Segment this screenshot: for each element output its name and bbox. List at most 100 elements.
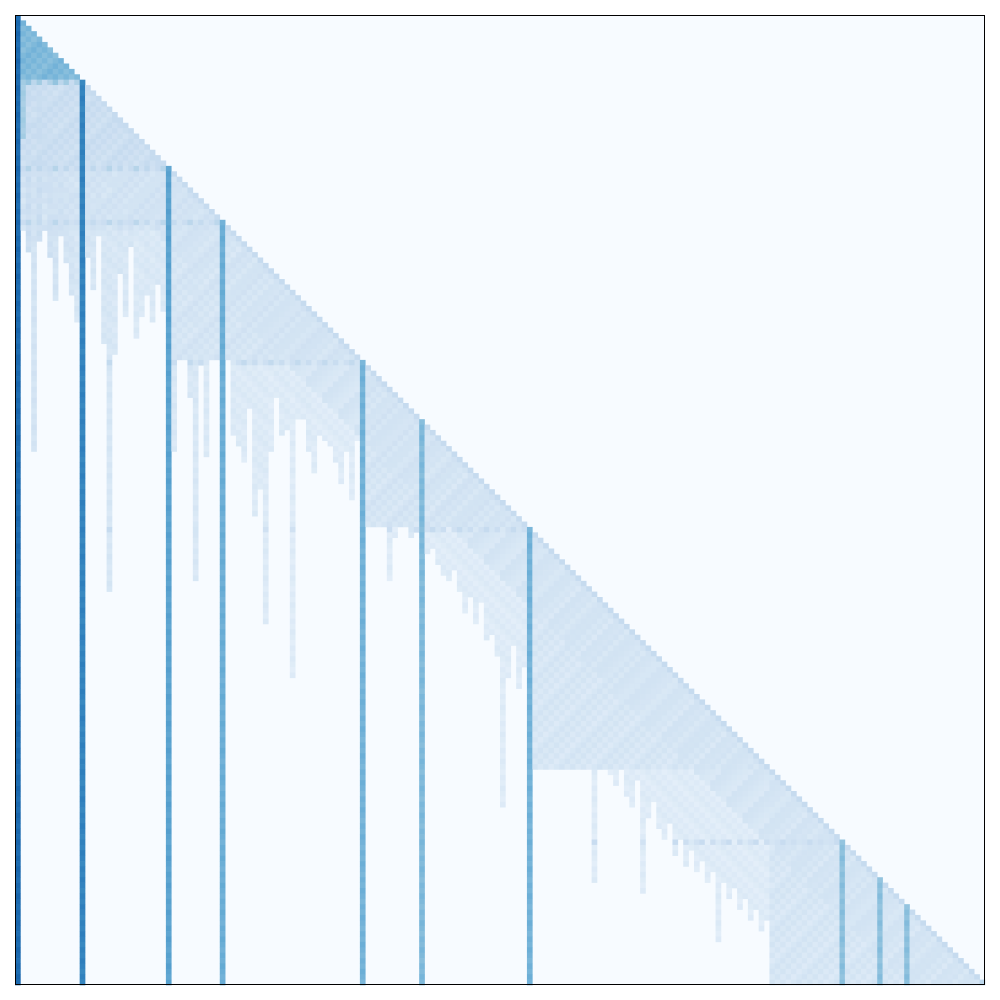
- heatmap-cell: [591, 688, 598, 695]
- heatmap-cell: [295, 322, 301, 328]
- heatmap-cell: [90, 95, 97, 102]
- heatmap-cell: [15, 58, 21, 64]
- heatmap-cell: [36, 41, 43, 48]
- heatmap-cell: [650, 699, 657, 706]
- heatmap-cell: [79, 634, 86, 641]
- heatmap-cell: [758, 801, 765, 808]
- heatmap-cell: [47, 235, 54, 242]
- heatmap-cell: [15, 774, 21, 781]
- heatmap-cell: [47, 192, 54, 199]
- heatmap-cell: [338, 473, 345, 479]
- heatmap-cell: [629, 656, 636, 662]
- heatmap-cell: [667, 731, 673, 738]
- heatmap-cell: [284, 381, 291, 388]
- heatmap-cell: [758, 796, 765, 803]
- heatmap-cell: [618, 618, 625, 625]
- heatmap-cell: [262, 419, 269, 425]
- heatmap-cell: [683, 720, 689, 727]
- heatmap-cell: [25, 155, 32, 161]
- heatmap-cell: [532, 726, 539, 733]
- heatmap-cell: [192, 408, 199, 415]
- heatmap-cell: [235, 300, 242, 307]
- heatmap-cell: [15, 241, 21, 248]
- heatmap-cell: [419, 591, 425, 598]
- heatmap-cell: [171, 192, 177, 199]
- heatmap-cell: [15, 429, 21, 436]
- heatmap-cell: [117, 160, 124, 167]
- heatmap-cell: [704, 764, 711, 770]
- heatmap-cell: [257, 262, 264, 269]
- heatmap-cell: [257, 322, 264, 328]
- heatmap-cell: [543, 720, 549, 727]
- heatmap-cell: [165, 613, 172, 619]
- heatmap-cell: [327, 354, 334, 361]
- heatmap-cell: [483, 591, 490, 598]
- heatmap-cell: [381, 462, 388, 468]
- heatmap-cell: [332, 397, 339, 404]
- heatmap-cell: [52, 63, 59, 70]
- heatmap-cell: [15, 144, 21, 151]
- heatmap-cell: [607, 650, 614, 657]
- heatmap-cell: [575, 726, 582, 733]
- heatmap-cell: [510, 623, 517, 630]
- heatmap-cell: [359, 677, 366, 684]
- heatmap-cell: [699, 731, 706, 738]
- heatmap-cell: [295, 332, 301, 339]
- heatmap-cell: [419, 623, 425, 630]
- heatmap-cell: [187, 246, 194, 253]
- heatmap-cell: [219, 667, 226, 673]
- heatmap-cell: [52, 112, 59, 118]
- heatmap-cell: [257, 435, 264, 442]
- heatmap-cell: [300, 354, 307, 361]
- heatmap-cell: [586, 737, 592, 743]
- heatmap-cell: [79, 807, 86, 813]
- heatmap-cell: [634, 650, 641, 657]
- heatmap-cell: [289, 419, 296, 425]
- heatmap-cell: [553, 586, 560, 592]
- heatmap-cell: [365, 424, 371, 431]
- heatmap-cell: [537, 597, 544, 603]
- heatmap-cell: [289, 327, 296, 334]
- heatmap-cell: [241, 376, 248, 382]
- heatmap-cell: [203, 289, 210, 296]
- heatmap-cell: [720, 753, 727, 759]
- heatmap-cell: [68, 133, 75, 140]
- heatmap-cell: [349, 370, 355, 377]
- heatmap-cell: [192, 456, 199, 463]
- heatmap-cell: [31, 149, 37, 156]
- heatmap-cell: [47, 138, 54, 145]
- heatmap-cell: [424, 456, 431, 463]
- heatmap-cell: [128, 230, 134, 237]
- heatmap-cell: [15, 505, 21, 512]
- heatmap-cell: [122, 122, 129, 129]
- heatmap-cell: [548, 613, 555, 619]
- heatmap-cell: [138, 182, 145, 188]
- heatmap-cell: [623, 623, 630, 630]
- heatmap-cell: [591, 720, 598, 727]
- heatmap-cell: [15, 36, 21, 43]
- heatmap-cell: [559, 650, 565, 657]
- heatmap-cell: [171, 209, 177, 215]
- heatmap-cell: [677, 677, 684, 684]
- heatmap-cell: [591, 683, 598, 689]
- heatmap-cell: [41, 182, 48, 188]
- heatmap-cell: [645, 812, 652, 819]
- heatmap-cell: [715, 801, 722, 808]
- heatmap-cell: [95, 101, 102, 107]
- heatmap-cell: [182, 257, 188, 264]
- heatmap-cell: [543, 667, 549, 673]
- heatmap-cell: [322, 365, 328, 371]
- heatmap-cell: [677, 758, 684, 765]
- heatmap-cell: [79, 403, 86, 409]
- heatmap-cell: [494, 537, 501, 544]
- heatmap-cell: [408, 413, 415, 420]
- heatmap-cell: [112, 289, 118, 296]
- heatmap-cell: [58, 176, 64, 183]
- heatmap-cell: [623, 710, 630, 716]
- heatmap-cell: [144, 235, 151, 242]
- heatmap-cell: [171, 354, 177, 361]
- heatmap-cell: [230, 241, 237, 248]
- heatmap-cell: [306, 397, 312, 404]
- heatmap-cell: [516, 650, 522, 657]
- heatmap-cell: [106, 112, 113, 118]
